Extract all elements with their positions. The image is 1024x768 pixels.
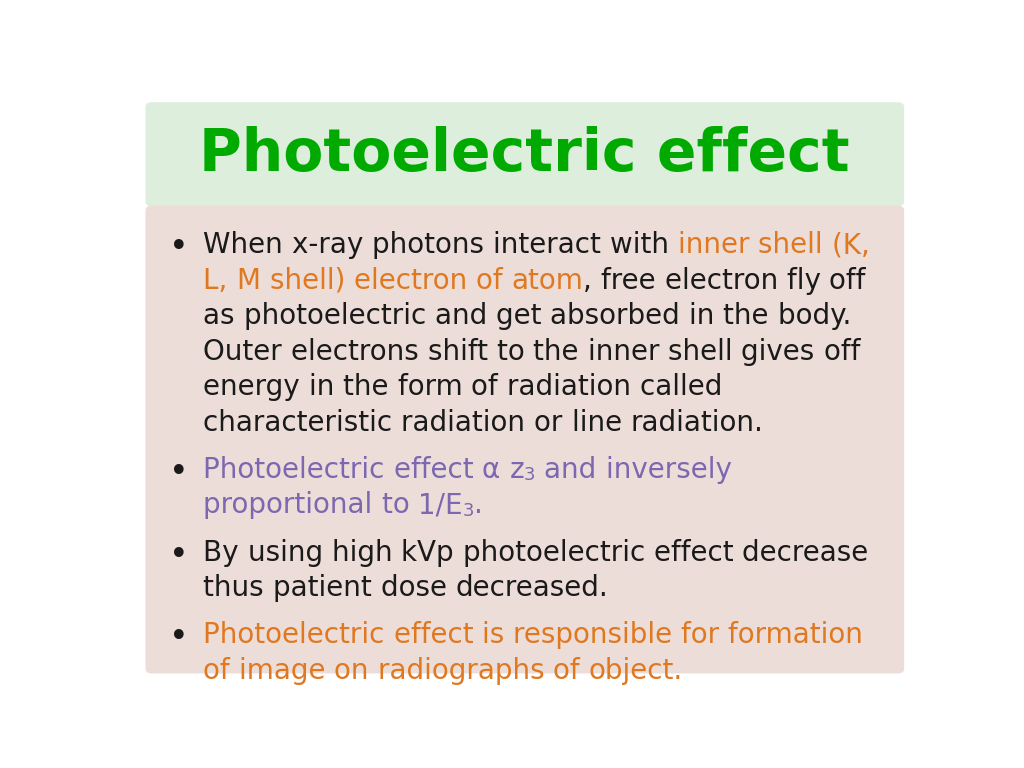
Text: α: α (482, 456, 509, 484)
Text: is: is (482, 621, 513, 650)
Text: get: get (496, 302, 550, 330)
Text: characteristic: characteristic (204, 409, 401, 436)
Text: fly: fly (786, 266, 829, 295)
Text: By: By (204, 538, 248, 567)
Text: inner: inner (588, 338, 668, 366)
Text: to: to (382, 492, 418, 519)
Text: body.: body. (777, 302, 860, 330)
Text: or: or (535, 409, 571, 436)
Text: the: the (343, 373, 397, 401)
Text: z: z (509, 456, 524, 484)
Text: responsible: responsible (513, 621, 681, 650)
Text: of: of (553, 657, 589, 685)
Text: and: and (435, 302, 496, 330)
FancyBboxPatch shape (145, 102, 904, 207)
Text: of: of (471, 373, 507, 401)
Text: photoelectric: photoelectric (244, 302, 435, 330)
Text: •: • (169, 231, 188, 264)
Text: image: image (239, 657, 334, 685)
Text: for: for (681, 621, 728, 650)
Text: M: M (237, 266, 269, 295)
Text: of: of (204, 657, 239, 685)
Text: absorbed: absorbed (550, 302, 689, 330)
Text: interact: interact (493, 231, 609, 259)
Text: effect: effect (393, 456, 482, 484)
Text: Photoelectric: Photoelectric (204, 621, 393, 650)
Text: kVp: kVp (401, 538, 463, 567)
FancyBboxPatch shape (145, 206, 904, 674)
Text: line: line (571, 409, 631, 436)
Text: free: free (601, 266, 665, 295)
Text: shift: shift (428, 338, 497, 366)
Text: using: using (248, 538, 332, 567)
Text: decreased.: decreased. (456, 574, 608, 602)
Text: L,: L, (204, 266, 237, 295)
Text: •: • (169, 621, 188, 654)
Text: the: the (723, 302, 777, 330)
Text: called: called (640, 373, 731, 401)
Text: Photoelectric: Photoelectric (204, 456, 393, 484)
Text: in: in (689, 302, 723, 330)
Text: 1/E: 1/E (418, 492, 463, 519)
Text: patient: patient (272, 574, 381, 602)
Text: 3: 3 (524, 466, 536, 485)
Text: electrons: electrons (291, 338, 428, 366)
Text: effect: effect (393, 621, 482, 650)
Text: .: . (474, 492, 483, 519)
Text: 3: 3 (463, 502, 474, 520)
Text: radiation: radiation (507, 373, 640, 401)
Text: the: the (534, 338, 588, 366)
Text: on: on (334, 657, 378, 685)
Text: Outer: Outer (204, 338, 291, 366)
Text: form: form (397, 373, 471, 401)
Text: energy: energy (204, 373, 309, 401)
Text: •: • (169, 538, 188, 571)
Text: When: When (204, 231, 292, 259)
Text: off: off (823, 338, 868, 366)
Text: photoelectric: photoelectric (463, 538, 654, 567)
Text: photons: photons (372, 231, 493, 259)
Text: inner: inner (678, 231, 758, 259)
Text: high: high (332, 538, 401, 567)
Text: dose: dose (381, 574, 456, 602)
Text: x-ray: x-ray (292, 231, 372, 259)
Text: shell: shell (668, 338, 741, 366)
Text: radiographs: radiographs (378, 657, 553, 685)
Text: of: of (476, 266, 511, 295)
Text: electron: electron (353, 266, 476, 295)
Text: to: to (497, 338, 534, 366)
Text: Photoelectric effect: Photoelectric effect (200, 126, 850, 183)
Text: shell: shell (758, 231, 831, 259)
Text: radiation.: radiation. (631, 409, 764, 436)
Text: object.: object. (589, 657, 683, 685)
Text: atom: atom (511, 266, 584, 295)
Text: ,: , (584, 266, 601, 295)
Text: inversely: inversely (605, 456, 740, 484)
Text: thus: thus (204, 574, 272, 602)
Text: •: • (169, 456, 188, 489)
Text: proportional: proportional (204, 492, 382, 519)
Text: electron: electron (665, 266, 786, 295)
Text: formation: formation (728, 621, 872, 650)
Text: off: off (829, 266, 874, 295)
Text: shell): shell) (269, 266, 353, 295)
Text: with: with (609, 231, 678, 259)
Text: as: as (204, 302, 244, 330)
Text: decrease: decrease (742, 538, 878, 567)
Text: and: and (545, 456, 605, 484)
Text: effect: effect (654, 538, 742, 567)
Text: in: in (309, 373, 343, 401)
Text: gives: gives (741, 338, 823, 366)
Text: radiation: radiation (401, 409, 535, 436)
Text: (K,: (K, (831, 231, 879, 259)
